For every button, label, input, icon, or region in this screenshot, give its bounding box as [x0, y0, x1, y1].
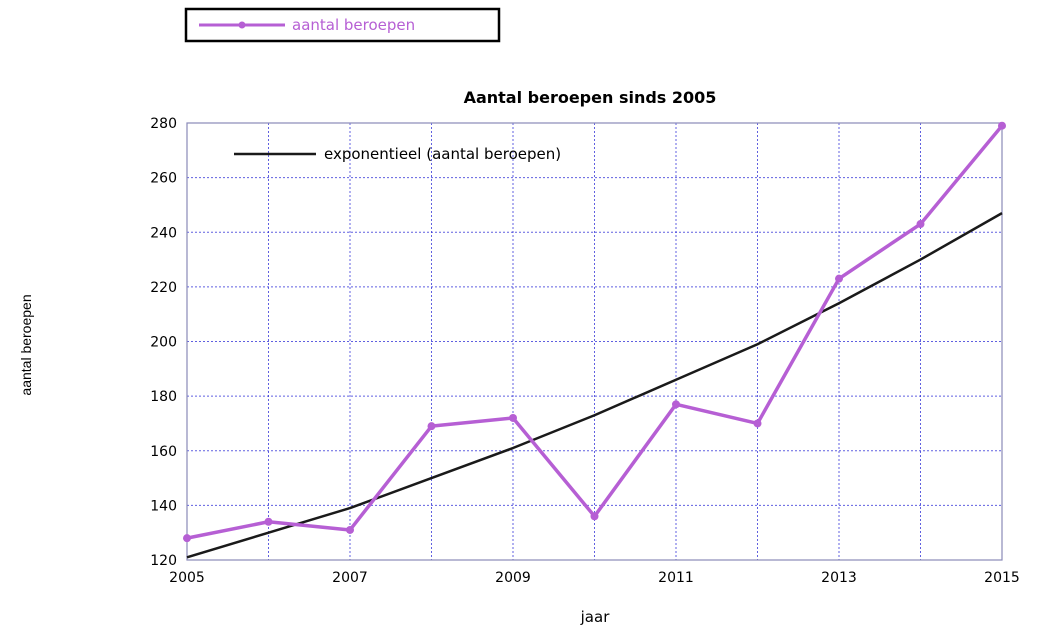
- outer-legend: aantal beroepen: [184, 7, 501, 43]
- outer-legend-label: aantal beroepen: [292, 16, 415, 34]
- x-tick-label: 2015: [984, 570, 1020, 586]
- inner-legend-label: exponentieel (aantal beroepen): [324, 145, 561, 163]
- data-point: [835, 274, 843, 283]
- data-point: [427, 422, 436, 431]
- data-point: [753, 419, 762, 428]
- data-point: [509, 413, 517, 422]
- y-axis-label: aantal beroepen: [18, 294, 34, 395]
- x-tick-labels: 2005 2007 2009 2011 2013 2015: [169, 570, 1020, 586]
- inner-legend: exponentieel (aantal beroepen): [234, 145, 561, 163]
- x-tick-label: 2013: [821, 570, 857, 586]
- series: [183, 121, 1006, 559]
- y-tick-label: 260: [150, 171, 177, 187]
- x-tick-label: 2011: [658, 570, 694, 586]
- x-tick-label: 2005: [169, 570, 205, 586]
- outer-legend-marker: [238, 21, 246, 29]
- x-tick-label: 2007: [332, 570, 368, 586]
- data-point: [590, 512, 599, 521]
- y-tick-labels: 120 140 160 180 200 220 240 260 280: [150, 116, 177, 569]
- data-point: [346, 525, 354, 534]
- y-tick-label: 240: [150, 225, 177, 241]
- x-tick-label: 2009: [495, 570, 531, 586]
- y-tick-label: 160: [150, 444, 177, 460]
- data-point: [672, 400, 680, 409]
- y-tick-label: 220: [150, 280, 177, 296]
- data-point: [264, 517, 273, 526]
- plot-frame: [186, 122, 1003, 561]
- data-point: [183, 534, 191, 543]
- y-tick-label: 120: [150, 553, 177, 569]
- data-point: [998, 121, 1006, 130]
- trend-line-exponentieel: [186, 212, 1003, 559]
- y-tick-label: 140: [150, 498, 177, 514]
- data-point: [916, 220, 925, 229]
- y-tick-label: 200: [150, 335, 177, 351]
- y-tick-label: 280: [150, 116, 177, 132]
- chart-title: Aantal beroepen sinds 2005: [464, 88, 717, 107]
- x-axis-label: jaar: [580, 608, 611, 626]
- y-tick-label: 180: [150, 389, 177, 405]
- grid: [186, 122, 1003, 561]
